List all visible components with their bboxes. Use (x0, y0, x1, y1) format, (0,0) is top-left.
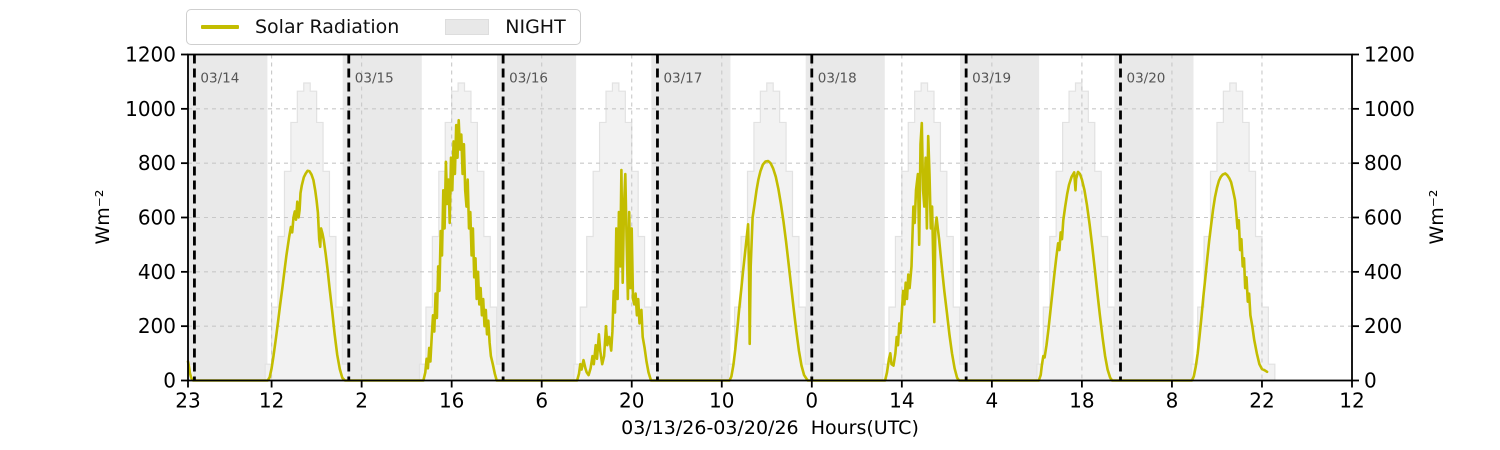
y-tick-label-left: 600 (138, 206, 176, 230)
y-tick-label-left: 0 (163, 369, 176, 393)
x-tick-label: 8 (1166, 389, 1179, 413)
legend-box: Solar Radiation NIGHT (186, 9, 581, 45)
x-tick-label: 2 (355, 389, 368, 413)
day-label: 03/19 (972, 71, 1011, 87)
clearsky-envelope (881, 82, 967, 382)
x-tick-label: 20 (619, 389, 644, 413)
y-tick-label-right: 1000 (1364, 97, 1415, 121)
x-tick-label: 14 (889, 389, 914, 413)
y-tick-label-right: 1200 (1364, 43, 1415, 67)
y-axis-label-right: Wm⁻² (1426, 189, 1448, 245)
day-label: 03/20 (1126, 71, 1165, 87)
clearsky-envelope (727, 82, 813, 382)
day-label: 03/18 (818, 71, 857, 87)
x-tick-label: 16 (439, 389, 464, 413)
day-label: 03/17 (663, 71, 702, 87)
day-label: 03/15 (355, 71, 394, 87)
x-tick-label: 0 (805, 389, 818, 413)
y-tick-label-right: 200 (1364, 314, 1402, 338)
x-tick-label: 23 (175, 389, 200, 413)
y-tick-label-left: 1000 (125, 97, 176, 121)
x-axis-label: 03/13/26-03/20/26 Hours(UTC) (621, 417, 919, 439)
x-tick-label: 12 (259, 389, 284, 413)
clearsky-envelope (1190, 82, 1276, 382)
day-label: 03/16 (509, 71, 548, 87)
legend-label-solar-radiation: Solar Radiation (255, 16, 400, 38)
y-tick-label-left: 400 (138, 260, 176, 284)
legend-label-night: NIGHT (505, 16, 566, 38)
day-label: 03/14 (200, 71, 239, 87)
y-tick-label-left: 1200 (125, 43, 176, 67)
solar-radiation-line-swatch (201, 25, 239, 29)
solar-radiation-line (186, 118, 1269, 382)
y-tick-label-right: 0 (1364, 369, 1377, 393)
x-tick-label: 12 (1339, 389, 1364, 413)
x-tick-label: 22 (1249, 389, 1274, 413)
x-tick-label: 18 (1069, 389, 1094, 413)
y-tick-label-left: 200 (138, 314, 176, 338)
clearsky-envelope (264, 82, 350, 382)
night-patch-swatch (445, 19, 490, 35)
y-tick-label-right: 400 (1364, 260, 1402, 284)
x-tick-label: 6 (535, 389, 548, 413)
y-tick-label-right: 800 (1364, 151, 1402, 175)
x-tick-label: 4 (986, 389, 999, 413)
clearsky-envelope (1036, 82, 1122, 382)
x-tick-label: 10 (709, 389, 734, 413)
y-axis-label-left: Wm⁻² (92, 189, 114, 245)
y-tick-label-right: 600 (1364, 206, 1402, 230)
y-tick-label-left: 800 (138, 151, 176, 175)
